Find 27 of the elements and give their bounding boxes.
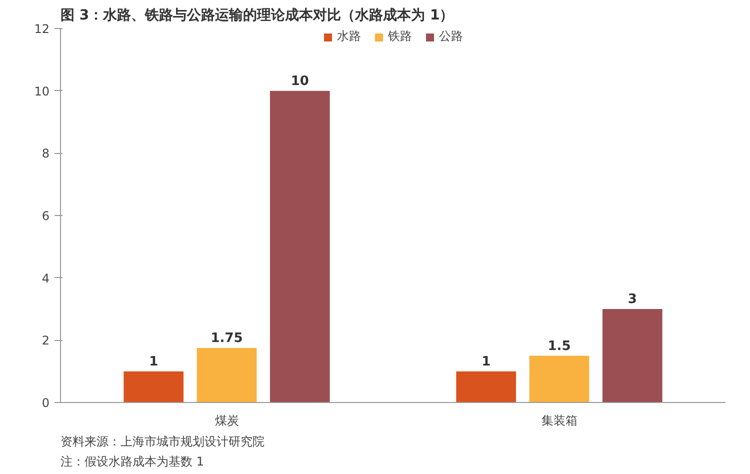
data-label: 3 [628,292,637,307]
bar [602,309,662,402]
legend-label: 公路 [439,28,463,45]
x-tick-label: 集装箱 [541,414,578,428]
y-tick-label: 10 [34,84,50,98]
y-tick-label: 8 [42,146,50,161]
data-label: 1 [149,354,158,370]
text: 资料来源：上海市城市规划设计研究院 [60,434,264,448]
text: 注：假设水路成本为基数 1 [60,454,204,468]
y-tick-label: 2 [42,334,50,348]
y-tick-label: 12 [34,22,50,36]
data-label: 1.5 [548,338,571,354]
x-tick-label: 煤炭 [214,414,239,428]
y-tick-label: 4 [42,271,50,286]
bar [456,371,516,402]
y-tick-label: 0 [42,396,50,410]
chart-title: 图 3：水路、铁路与公路运输的理论成本对比（水路成本为 1） [60,8,454,24]
legend-label: 铁路 [388,28,412,45]
data-label: 1 [482,354,491,370]
y-tick-label: 6 [42,209,50,223]
legend-label: 水路 [337,28,361,45]
bar [270,90,330,402]
bar [529,356,590,402]
data-label: 10 [290,74,309,89]
bar [124,371,184,402]
data-label: 1.75 [210,330,243,346]
bar [196,348,257,402]
